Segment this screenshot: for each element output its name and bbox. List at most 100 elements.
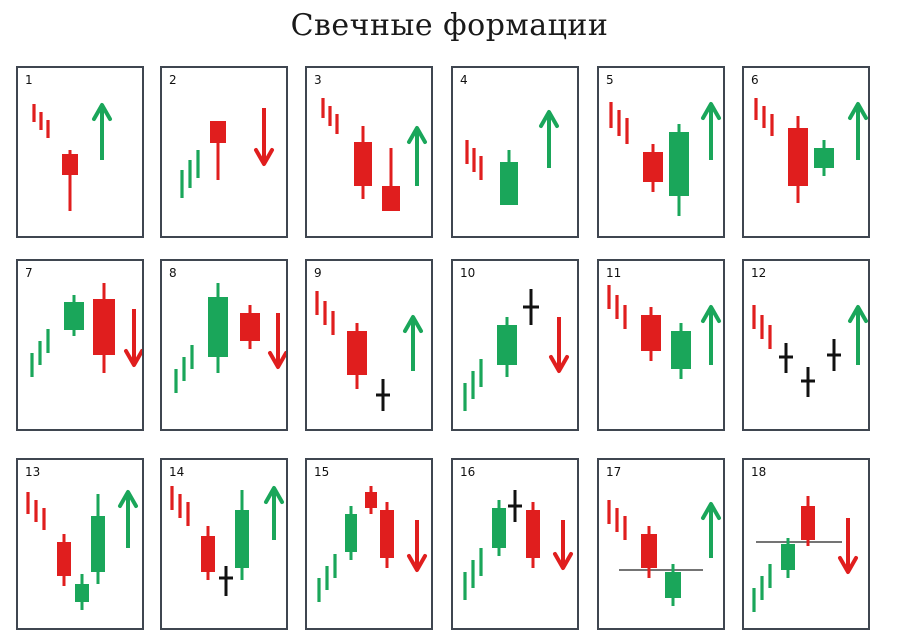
arrow-up-icon bbox=[848, 305, 868, 365]
doji-candle bbox=[523, 289, 539, 325]
arrow-head bbox=[254, 148, 274, 166]
arrow-down-icon bbox=[838, 518, 858, 574]
candle-body bbox=[64, 302, 84, 330]
pattern-card: 13 bbox=[16, 458, 144, 630]
pattern-diagram bbox=[465, 110, 559, 205]
pattern-diagram bbox=[170, 486, 284, 596]
candle-body bbox=[380, 510, 394, 558]
doji-candle bbox=[827, 339, 841, 371]
pattern-card: 17 bbox=[597, 458, 725, 630]
arrow-down-icon bbox=[553, 520, 573, 570]
pattern-number: 4 bbox=[460, 73, 468, 87]
pattern-diagram bbox=[463, 289, 569, 411]
candle-body bbox=[57, 542, 71, 576]
candle-body bbox=[345, 514, 357, 552]
pattern-card: 7 bbox=[16, 259, 144, 431]
pattern-card: 11 bbox=[597, 259, 725, 431]
bearish-candle bbox=[788, 116, 808, 203]
pattern-diagram bbox=[30, 283, 142, 377]
bearish-candle bbox=[210, 121, 226, 180]
pattern-number: 9 bbox=[314, 266, 322, 280]
arrow-head bbox=[124, 349, 142, 367]
doji-candle bbox=[376, 379, 390, 411]
pattern-number: 12 bbox=[751, 266, 767, 280]
pattern-card: 6 bbox=[742, 66, 870, 238]
pattern-diagram bbox=[607, 500, 721, 606]
pattern-diagram bbox=[752, 496, 858, 612]
bullish-candle bbox=[814, 140, 834, 176]
pattern-number: 6 bbox=[751, 73, 759, 87]
bearish-candle bbox=[365, 486, 377, 514]
doji-candle bbox=[779, 343, 793, 373]
bullish-candle bbox=[345, 506, 357, 560]
arrow-down-icon bbox=[407, 520, 427, 572]
arrow-head bbox=[848, 305, 868, 323]
bearish-candle bbox=[382, 148, 400, 211]
pattern-card: 18 bbox=[742, 458, 870, 630]
arrow-up-icon bbox=[701, 102, 721, 160]
candle-body bbox=[62, 154, 78, 175]
pattern-number: 15 bbox=[314, 465, 330, 479]
bullish-candle bbox=[671, 323, 691, 379]
candle-body bbox=[643, 152, 663, 182]
arrow-up-icon bbox=[701, 305, 721, 365]
candle-body bbox=[669, 132, 689, 196]
candle-body bbox=[382, 186, 400, 211]
bullish-candle bbox=[665, 564, 681, 606]
pattern-diagram bbox=[26, 490, 138, 610]
arrow-down-icon bbox=[549, 317, 569, 373]
arrow-head bbox=[407, 554, 427, 572]
arrow-up-icon bbox=[403, 315, 423, 371]
arrow-head bbox=[92, 103, 112, 121]
candle-body bbox=[641, 534, 657, 568]
pattern-diagram bbox=[463, 490, 573, 600]
bullish-candle bbox=[64, 295, 84, 336]
bullish-candle bbox=[75, 574, 89, 610]
arrow-head bbox=[118, 490, 138, 508]
candle-body bbox=[240, 313, 260, 341]
pattern-card: 3 bbox=[305, 66, 433, 238]
candle-body bbox=[201, 536, 215, 572]
bearish-candle bbox=[93, 283, 115, 373]
candle-body bbox=[526, 510, 540, 558]
arrow-up-icon bbox=[407, 126, 427, 186]
pattern-diagram bbox=[609, 102, 721, 216]
arrow-down-icon bbox=[254, 108, 274, 166]
arrow-head bbox=[549, 355, 569, 373]
candle-body bbox=[210, 121, 226, 143]
pattern-diagram bbox=[752, 305, 868, 397]
bullish-candle bbox=[497, 317, 517, 377]
candle-body bbox=[500, 162, 518, 205]
arrow-up-icon bbox=[848, 102, 868, 160]
arrow-head bbox=[403, 315, 423, 333]
pattern-diagram bbox=[32, 103, 112, 211]
arrow-down-icon bbox=[124, 309, 142, 367]
pattern-number: 10 bbox=[460, 266, 476, 280]
pattern-diagram bbox=[315, 291, 423, 411]
candle-body bbox=[665, 572, 681, 598]
bearish-candle bbox=[201, 526, 215, 580]
bearish-candle bbox=[240, 305, 260, 349]
arrow-head bbox=[701, 502, 721, 520]
arrow-up-icon bbox=[264, 486, 284, 540]
arrow-head bbox=[701, 102, 721, 120]
arrow-head bbox=[553, 552, 573, 570]
pattern-card: 15 bbox=[305, 458, 433, 630]
pattern-card: 4 bbox=[451, 66, 579, 238]
bearish-candle bbox=[380, 502, 394, 568]
pattern-card: 16 bbox=[451, 458, 579, 630]
arrow-head bbox=[268, 351, 286, 369]
pattern-card: 8 bbox=[160, 259, 288, 431]
candle-body bbox=[365, 492, 377, 508]
pattern-card: 14 bbox=[160, 458, 288, 630]
arrow-up-icon bbox=[118, 490, 138, 548]
candle-body bbox=[671, 331, 691, 369]
bullish-candle bbox=[781, 538, 795, 578]
doji-candle bbox=[219, 566, 233, 596]
bearish-candle bbox=[347, 323, 367, 389]
page-title: Свечные формации bbox=[290, 8, 609, 43]
pattern-number: 17 bbox=[606, 465, 622, 479]
arrow-up-icon bbox=[701, 502, 721, 558]
bullish-candle bbox=[91, 494, 105, 584]
bearish-candle bbox=[801, 496, 815, 546]
